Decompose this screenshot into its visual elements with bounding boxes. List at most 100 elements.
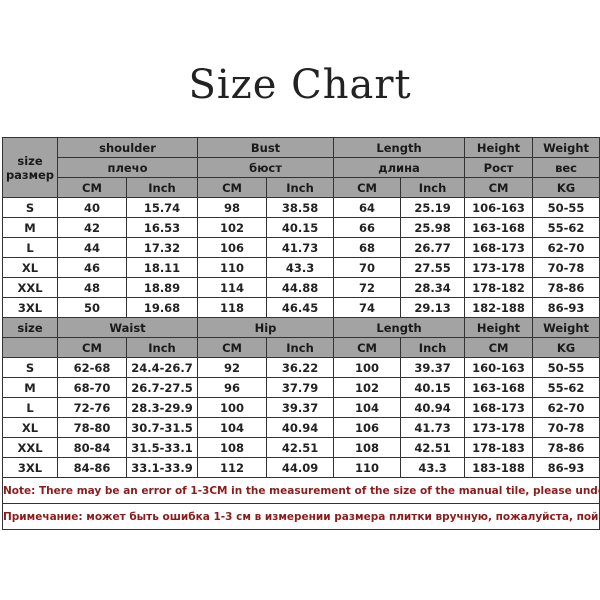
- table-row: M 42 16.53 102 40.15 66 25.98 163-168 55-62: [2, 217, 600, 238]
- unit-header: Inch: [400, 177, 466, 198]
- value-cell: 41.73: [400, 417, 466, 438]
- value-cell: 26.7-27.5: [125, 377, 199, 398]
- value-cell: 74: [333, 297, 402, 318]
- note-row: Note: There may be an error of 1-3CM in …: [1, 477, 600, 504]
- unit-row: CM Inch CM Inch CM Inch CM KG: [3, 177, 600, 198]
- value-cell: 100: [333, 357, 402, 378]
- size-cell: 3XL: [2, 297, 58, 318]
- value-cell: 27.55: [400, 257, 466, 278]
- value-cell: 84-86: [57, 457, 127, 478]
- value-cell: 108: [197, 437, 268, 458]
- note-row: Примечание: может быть ошибка 1-3 см в и…: [1, 503, 600, 530]
- value-cell: 50-55: [532, 357, 600, 378]
- group-header: Bust: [197, 137, 335, 158]
- value-cell: 28.3-29.9: [125, 397, 199, 418]
- unit-header: Inch: [266, 337, 335, 358]
- value-cell: 78-86: [532, 277, 600, 298]
- value-cell: 33.1-33.9: [125, 457, 199, 478]
- value-cell: 112: [197, 457, 268, 478]
- value-cell: 62-70: [532, 397, 600, 418]
- value-cell: 26.77: [400, 237, 466, 258]
- value-cell: 31.5-33.1: [125, 437, 199, 458]
- value-cell: 100: [197, 397, 268, 418]
- value-cell: 42: [57, 217, 127, 238]
- value-cell: 40: [57, 197, 127, 218]
- value-cell: 37.79: [266, 377, 335, 398]
- value-cell: 42.51: [266, 437, 335, 458]
- unit-header: Inch: [125, 337, 199, 358]
- group-header-ru: плечо: [56, 157, 199, 178]
- value-cell: 160-163: [464, 357, 534, 378]
- size-cell: 3XL: [2, 457, 58, 478]
- group-header-ru: Рост: [464, 157, 534, 178]
- value-cell: 55-62: [532, 377, 600, 398]
- value-cell: 80-84: [57, 437, 127, 458]
- size-header-blank: [2, 337, 58, 358]
- value-cell: 18.89: [125, 277, 199, 298]
- group-header: Weight: [532, 137, 600, 158]
- size-cell: XXL: [2, 437, 58, 458]
- value-cell: 62-68: [57, 357, 127, 378]
- size-cell: L: [2, 237, 58, 258]
- value-cell: 173-178: [464, 417, 534, 438]
- size-label: size: [17, 153, 43, 168]
- table-row: M 68-70 26.7-27.5 96 37.79 102 40.15 163-168 55-…: [2, 377, 600, 398]
- note-en: Note: There may be an error of 1-3CM in …: [1, 477, 600, 504]
- size-cell: XL: [2, 257, 58, 278]
- size-chart-table: size размер shoulder Bust Length Height Weight…: [1, 137, 600, 530]
- value-cell: 163-168: [464, 377, 534, 398]
- value-cell: 16.53: [125, 217, 199, 238]
- table-row: S 62-68 24.4-26.7 92 36.22 100 39.37 160-163 50-…: [2, 357, 600, 378]
- value-cell: 98: [197, 197, 268, 218]
- value-cell: 78-80: [57, 417, 127, 438]
- value-cell: 38.58: [266, 197, 335, 218]
- value-cell: 17.32: [125, 237, 199, 258]
- value-cell: 114: [197, 277, 268, 298]
- table-row: XXL 48 18.89 114 44.88 72 28.34 178-182 78-86: [2, 277, 600, 298]
- size-cell: L: [2, 397, 58, 418]
- value-cell: 64: [333, 197, 402, 218]
- size-header: size размер: [2, 137, 58, 198]
- value-cell: 48: [57, 277, 127, 298]
- unit-header: CM: [57, 337, 127, 358]
- value-cell: 42.51: [400, 437, 466, 458]
- unit-header: KG: [532, 177, 600, 198]
- value-cell: 46: [57, 257, 127, 278]
- value-cell: 110: [333, 457, 402, 478]
- value-cell: 168-173: [464, 237, 534, 258]
- value-cell: 178-183: [464, 437, 534, 458]
- value-cell: 50-55: [532, 197, 600, 218]
- size-header: size: [2, 317, 58, 338]
- value-cell: 86-93: [532, 297, 600, 318]
- value-cell: 62-70: [532, 237, 600, 258]
- value-cell: 106-163: [464, 197, 534, 218]
- value-cell: 25.19: [400, 197, 466, 218]
- value-cell: 25.98: [400, 217, 466, 238]
- group-header: Height: [464, 137, 534, 158]
- value-cell: 96: [197, 377, 268, 398]
- value-cell: 29.13: [400, 297, 466, 318]
- value-cell: 43.3: [400, 457, 466, 478]
- size-cell: S: [2, 197, 58, 218]
- group-header: Waist: [56, 317, 199, 338]
- value-cell: 106: [197, 237, 268, 258]
- value-cell: 40.15: [400, 377, 466, 398]
- value-cell: 39.37: [400, 357, 466, 378]
- value-cell: 66: [333, 217, 402, 238]
- value-cell: 102: [197, 217, 268, 238]
- unit-header: KG: [532, 337, 600, 358]
- value-cell: 70-78: [532, 417, 600, 438]
- value-cell: 68: [333, 237, 402, 258]
- value-cell: 78-86: [532, 437, 600, 458]
- value-cell: 92: [197, 357, 268, 378]
- size-cell: S: [2, 357, 58, 378]
- unit-row: CM Inch CM Inch CM Inch CM KG: [2, 337, 600, 358]
- size-label-ru: размер: [5, 167, 55, 182]
- value-cell: 43.3: [266, 257, 335, 278]
- value-cell: 44.09: [266, 457, 335, 478]
- value-cell: 118: [197, 297, 268, 318]
- unit-header: CM: [57, 177, 127, 198]
- group-header: Hip: [197, 317, 335, 338]
- value-cell: 70-78: [532, 257, 600, 278]
- table-row: XXL 80-84 31.5-33.1 108 42.51 108 42.51 178-183…: [2, 437, 600, 458]
